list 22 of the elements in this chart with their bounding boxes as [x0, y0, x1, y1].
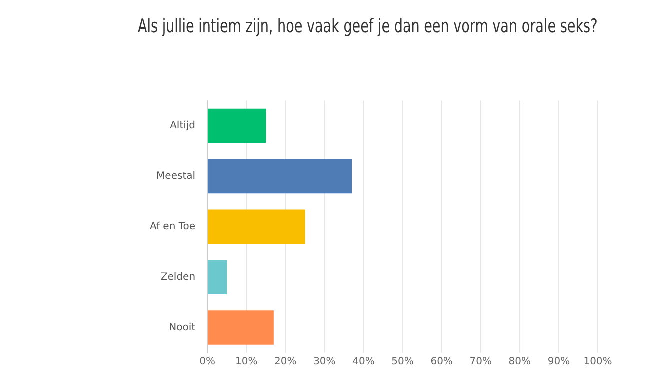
x-tick-label: 30% — [314, 356, 336, 368]
x-tick-label: 40% — [352, 356, 375, 368]
y-tick-label: Meestal — [156, 171, 196, 182]
y-tick-label: Af en Toe — [150, 221, 196, 232]
bar — [208, 108, 266, 144]
bar — [208, 310, 274, 345]
y-tick-label: Nooit — [169, 322, 196, 334]
x-tick-label: 0% — [200, 356, 216, 368]
chart-title: Als jullie intiem zijn, hoe vaak geef je dan een vorm van orale seks? — [138, 15, 598, 37]
y-tick-label: Altijd — [170, 120, 196, 132]
bar — [208, 260, 228, 294]
bar — [208, 159, 352, 194]
bar — [208, 210, 306, 244]
x-tick-label: 60% — [430, 356, 453, 368]
x-tick-label: 20% — [274, 356, 297, 368]
y-tick-label: Zelden — [160, 272, 196, 283]
x-tick-label: 100% — [584, 356, 612, 368]
x-tick-label: 70% — [470, 356, 492, 368]
x-tick-label: 80% — [508, 356, 532, 368]
x-tick-label: 10% — [235, 356, 258, 368]
x-tick-label: 90% — [548, 356, 570, 368]
x-tick-label: 50% — [392, 356, 414, 368]
